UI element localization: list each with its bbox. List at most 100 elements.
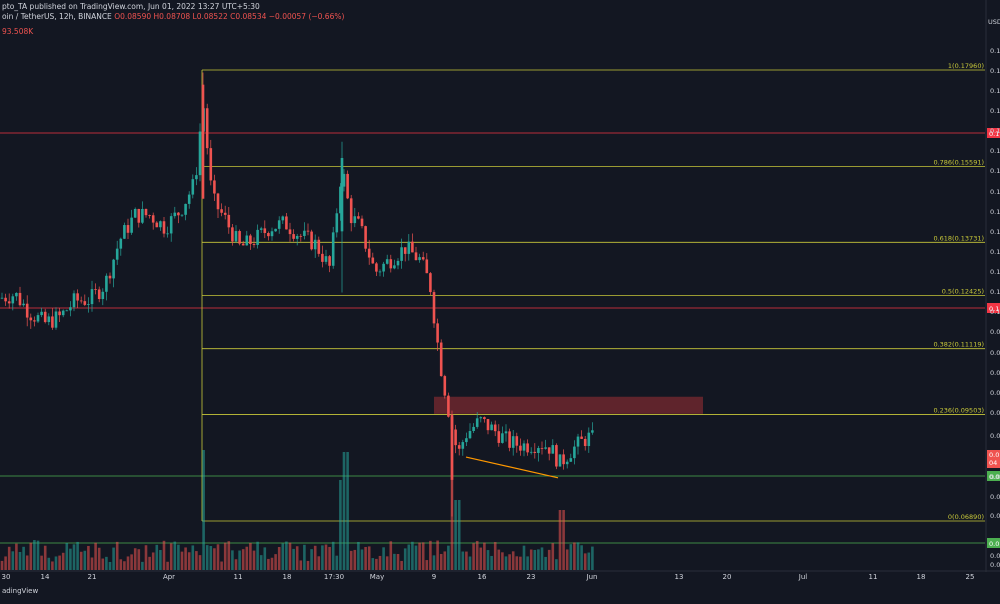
price-tick-label: 0.1	[990, 248, 1000, 256]
volume-bar	[425, 560, 429, 570]
volume-bar	[72, 544, 76, 570]
volume-bar	[569, 544, 573, 570]
volume-bar	[195, 551, 198, 570]
candle-body	[15, 292, 18, 297]
volume-bar	[177, 544, 180, 570]
price-tick-label: 0.1	[990, 208, 1000, 216]
candle-body	[565, 461, 569, 465]
volume-bar	[187, 552, 191, 570]
volume-bar	[396, 553, 400, 570]
candle-body	[162, 221, 166, 234]
price-tick-label: 0.1	[990, 288, 1000, 296]
candle-body	[479, 417, 483, 419]
candle-body	[288, 229, 292, 235]
candle-body	[51, 316, 54, 328]
time-tick-label: 17:30	[324, 573, 344, 581]
candle-body	[195, 175, 198, 180]
volume-bar	[576, 542, 580, 570]
candle-body	[191, 179, 195, 195]
candle-body	[299, 235, 303, 237]
volume-bar	[439, 553, 443, 570]
candle-body	[353, 216, 357, 224]
candle-body	[425, 259, 429, 274]
volume-bar	[475, 540, 479, 570]
candle-body	[573, 446, 576, 459]
candle-body	[457, 445, 461, 449]
time-tick-label: May	[370, 573, 384, 581]
candle-body	[544, 447, 547, 449]
volume-bar	[7, 546, 11, 570]
volume-bar	[288, 542, 292, 570]
volume-bar	[151, 552, 155, 570]
volume-bar	[144, 545, 148, 570]
volume-bar	[486, 550, 490, 570]
volume-bar	[447, 545, 450, 570]
candle-body	[69, 307, 72, 311]
tradingview-brand: adingView	[2, 587, 39, 595]
fib-level-label: 0.786(0.15591)	[933, 159, 984, 167]
candle-body	[270, 231, 274, 237]
current-price-label: 0.0	[989, 451, 999, 459]
candle-body	[79, 300, 83, 302]
candle-body	[169, 216, 173, 234]
volume-bar	[324, 544, 328, 570]
candle-body	[483, 417, 486, 420]
candle-body	[177, 212, 180, 216]
candle-body	[583, 438, 587, 446]
candle-body	[439, 342, 443, 377]
volume-bar	[371, 558, 375, 570]
time-tick-label: Jul	[798, 573, 808, 581]
volume-bar	[375, 558, 378, 570]
volume-bar	[511, 551, 515, 570]
volume-bar	[299, 560, 303, 570]
volume-bar	[133, 548, 137, 570]
volume-bar	[414, 545, 418, 570]
volume-bar	[400, 560, 403, 570]
volume-bar	[87, 545, 90, 570]
volume-bar	[310, 549, 313, 570]
candle-body	[558, 454, 562, 467]
candle-body	[519, 445, 522, 451]
volume-bar	[126, 556, 130, 570]
price-tick-label: 0.0	[990, 389, 1000, 397]
volume-bar	[256, 541, 259, 570]
volume-bar	[205, 545, 209, 570]
volume-bar	[220, 561, 223, 570]
candle-body	[223, 212, 227, 215]
candle-body	[508, 431, 511, 448]
candle-body	[285, 216, 288, 230]
volume-bar	[403, 548, 407, 570]
volume-bar	[83, 550, 87, 570]
candle-body	[468, 431, 472, 439]
price-tick-label: 0.1	[990, 67, 1000, 75]
symbol-line: oin / TetherUS, 12h, BINANCE	[2, 12, 112, 21]
volume-bar	[245, 546, 249, 570]
volume-bar	[418, 542, 421, 570]
candle-body	[123, 225, 126, 239]
candle-body	[385, 259, 389, 264]
time-tick-label: 18	[917, 573, 926, 581]
candle-body	[447, 395, 450, 417]
volume-bar	[522, 545, 526, 570]
volume-bar	[295, 546, 299, 570]
candle-body	[119, 238, 123, 249]
currency-label: USD	[988, 18, 1000, 26]
price-tick-label: 0.1	[990, 127, 1000, 135]
time-tick-label: 23	[527, 573, 536, 581]
volume-bar	[234, 559, 238, 570]
candle-body	[540, 448, 544, 449]
volume-bar	[580, 545, 583, 570]
candle-body	[393, 265, 396, 269]
volume-bar	[519, 556, 522, 570]
candle-body	[249, 235, 252, 245]
time-tick-label: Apr	[163, 573, 175, 581]
candle-body	[281, 216, 285, 221]
candle-body	[83, 301, 87, 305]
price-tick-label: 0.0	[990, 512, 1000, 520]
volume-bar	[112, 547, 115, 570]
price-tick-label: 0.0	[990, 409, 1000, 417]
candle-body	[148, 215, 151, 216]
candle-body	[418, 257, 421, 261]
candle-body	[317, 239, 321, 254]
